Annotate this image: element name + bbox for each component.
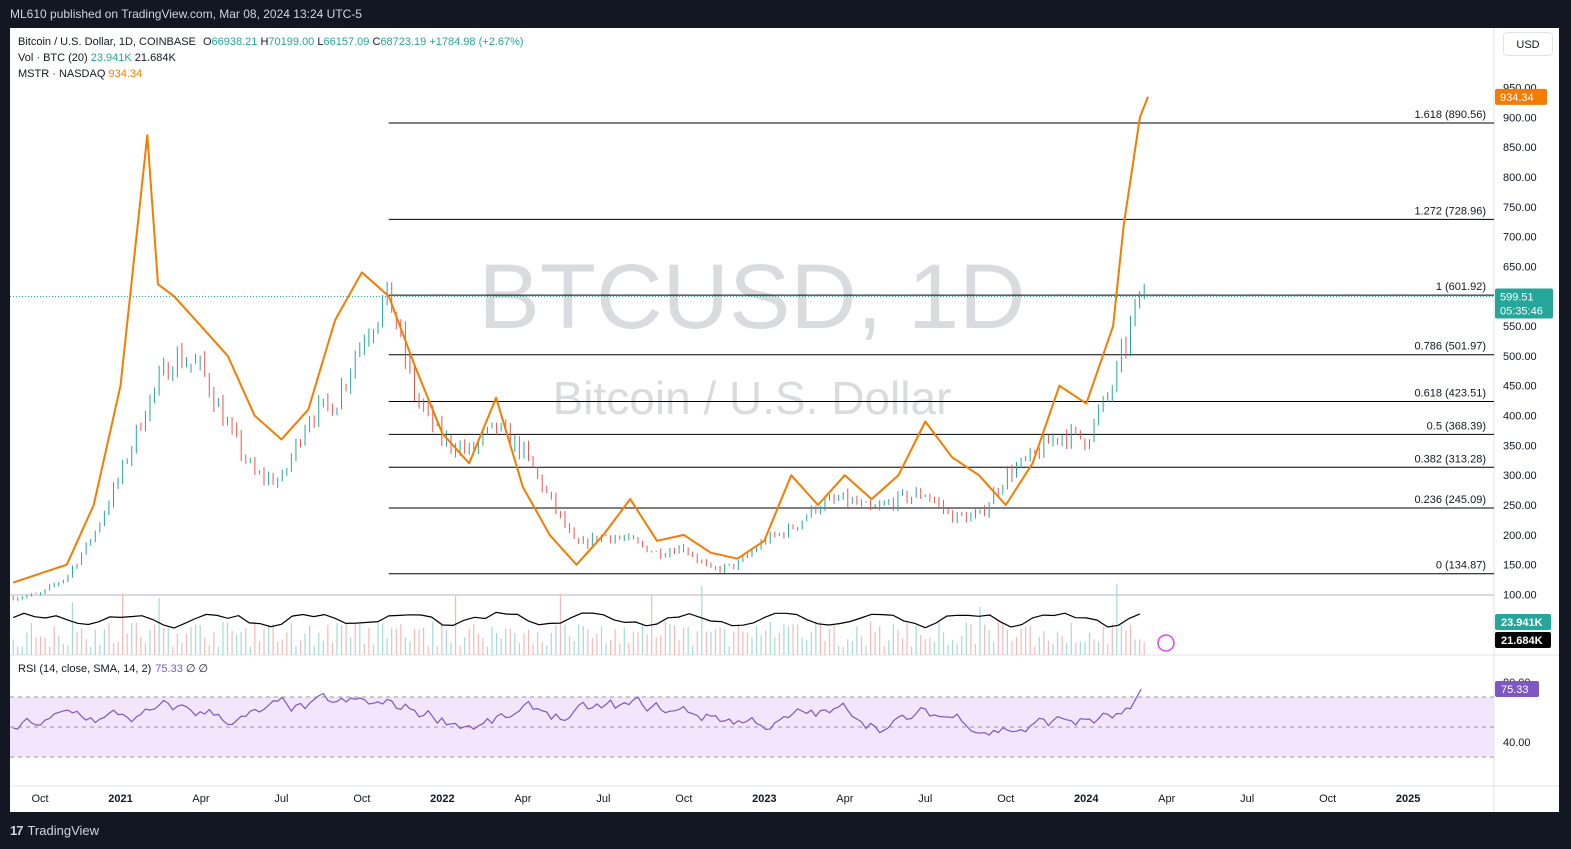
price-tick-250: 250.00 [1503,500,1537,512]
fib-label-1: 1.272 (728.96) [1414,205,1486,217]
price-tick-750: 750.00 [1503,202,1537,214]
high-label: H [260,36,269,48]
price-tick-400: 400.00 [1503,411,1537,423]
mstr-legend[interactable]: MSTR · NASDAQ 934.34 [18,66,524,82]
rsi-extra-2: ∅ [198,663,209,675]
main-series-legend[interactable]: Bitcoin / U.S. Dollar, 1D, COINBASE O669… [18,34,524,50]
volume-value-2: 21.684K [134,52,176,64]
time-tick-16: Oct [1319,793,1336,805]
time-tick-13: 2024 [1074,793,1099,805]
volume-legend[interactable]: Vol · BTC (20) 23.941K 21.684K [18,50,524,66]
publish-text: ML610 published on TradingView.com, Mar … [10,7,362,21]
vol-tag-1-bg [1495,614,1551,630]
vol-tag-1: 23.941K [1501,617,1543,629]
main-series-title: Bitcoin / U.S. Dollar, 1D, COINBASE [18,36,196,48]
price-tick-450: 450.00 [1503,381,1537,393]
price-tick-900: 900.00 [1503,112,1537,124]
price-tick-850: 850.00 [1503,142,1537,154]
mstr-price-tag: 934.34 [1500,92,1534,104]
price-tick-200: 200.00 [1503,530,1537,542]
price-tick-550: 550.00 [1503,321,1537,333]
currency-button[interactable]: USD [1503,32,1553,56]
price-tick-100: 100.00 [1503,590,1537,602]
time-tick-15: Jul [1240,793,1254,805]
rsi-line [13,688,1142,736]
publish-header: ML610 published on TradingView.com, Mar … [0,0,1571,28]
chart-panel[interactable]: Bitcoin / U.S. Dollar, 1D, COINBASE O669… [10,28,1559,812]
time-tick-9: 2023 [752,793,776,805]
price-tick-800: 800.00 [1503,172,1537,184]
time-tick-10: Apr [836,793,853,805]
time-tick-7: Jul [596,793,610,805]
time-tick-2: Apr [192,793,209,805]
rsi-tick-40: 40.00 [1503,737,1531,749]
price-tick-300: 300.00 [1503,470,1537,482]
time-tick-5: 2022 [430,793,454,805]
mstr-label: MSTR · NASDAQ [18,68,106,80]
chart-legend: Bitcoin / U.S. Dollar, 1D, COINBASE O669… [18,34,524,82]
btc-candles [12,281,1145,601]
low-value: 66157.09 [323,36,370,48]
price-tick-650: 650.00 [1503,261,1537,273]
volume-label: Vol · BTC (20) [18,52,88,64]
tradingview-logo[interactable]: 17 TradingView [10,823,99,838]
rsi-value: 75.33 [155,663,183,675]
fib-label-6: 0.382 (313.28) [1414,453,1486,465]
open-label: O [202,36,212,48]
mstr-line [12,96,1149,584]
time-tick-11: Jul [918,793,932,805]
price-tick-700: 700.00 [1503,232,1537,244]
close-value: 68723.19 [380,36,427,48]
time-tick-12: Oct [997,793,1014,805]
footer-bar: 17 TradingView [0,812,1571,849]
time-tick-14: Apr [1158,793,1175,805]
mstr-value: 934.34 [108,68,143,80]
open-value: 66938.21 [211,36,258,48]
price-tick-350: 350.00 [1503,440,1537,452]
vol-tag-2-bg [1495,632,1551,648]
rsi-label: RSI (14, close, SMA, 14, 2) [18,663,152,675]
btc-price-tag-bg [1495,288,1553,319]
price-tick-500: 500.00 [1503,351,1537,363]
volume-ma-line [12,611,1141,629]
fib-label-7: 0.236 (245.09) [1414,494,1486,506]
time-tick-8: Oct [675,793,692,805]
rsi-tag: 75.33 [1501,684,1529,696]
btc-countdown-tag: 05:35:46 [1500,306,1543,318]
rsi-band [10,697,1494,757]
change-value: +1784.98 (+2.67%) [429,36,524,48]
rsi-tag-bg [1495,681,1539,698]
tradingview-brand: TradingView [27,823,100,838]
lightning-icon [1157,634,1175,652]
tradingview-logo-icon: 17 [10,823,24,838]
high-value: 70199.00 [268,36,315,48]
mstr-price-tag-bg [1495,88,1547,105]
fib-label-4: 0.618 (423.51) [1414,388,1486,400]
fib-label-0: 1.618 (890.56) [1414,109,1486,121]
vol-tag-2: 21.684K [1501,635,1543,647]
watermark-name: Bitcoin / U.S. Dollar [553,372,952,424]
volume-value-1: 23.941K [90,52,132,64]
time-tick-6: Apr [514,793,531,805]
fib-label-2: 1 (601.92) [1436,281,1486,293]
fib-label-3: 0.786 (501.97) [1414,341,1486,353]
low-label: L [317,36,324,48]
time-tick-1: 2021 [108,793,132,805]
price-tick-150: 150.00 [1503,560,1537,572]
time-tick-3: Jul [274,793,288,805]
fib-label-5: 0.5 (368.39) [1427,420,1486,432]
btc-price-tag: 599.51 [1500,292,1534,304]
close-label: C [372,36,381,48]
rsi-legend[interactable]: RSI (14, close, SMA, 14, 2) 75.33 ∅ ∅ [18,662,208,675]
time-tick-4: Oct [353,793,370,805]
volume-bars [12,584,1145,655]
fib-label-8: 0 (134.87) [1436,560,1486,572]
time-tick-17: 2025 [1396,793,1420,805]
rsi-extra-1: ∅ [185,663,196,675]
time-tick-0: Oct [31,793,48,805]
